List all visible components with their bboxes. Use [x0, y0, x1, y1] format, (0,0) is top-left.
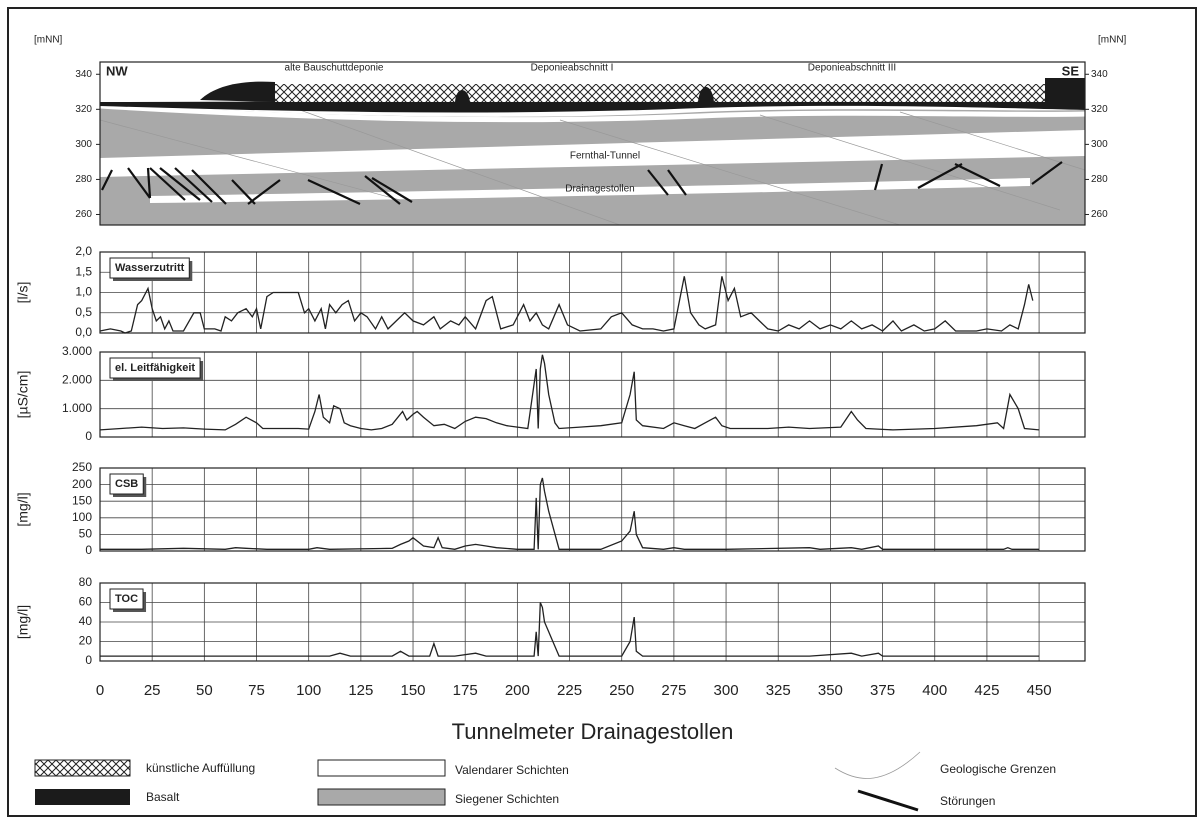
- x-tick-label: 150: [401, 682, 426, 699]
- legend-label: Siegener Schichten: [455, 792, 559, 806]
- x-axis-label: Tunnelmeter Drainagestollen: [452, 719, 734, 744]
- y-tick-label: 280: [75, 174, 92, 185]
- x-tick-label: 25: [144, 682, 161, 699]
- x-tick-label: 0: [96, 682, 104, 699]
- y-tick-label: 0: [85, 543, 92, 557]
- y-tick-label: 320: [75, 104, 92, 115]
- y-tick-label: 1,0: [75, 285, 92, 299]
- y-tick-label: 280: [1091, 174, 1108, 185]
- x-tick-label: 175: [453, 682, 478, 699]
- y-axis-label: [mg/l]: [15, 492, 31, 526]
- y-tick-label: 50: [79, 527, 93, 541]
- y-tick-label: 0,5: [75, 305, 92, 319]
- section-label: Drainagestollen: [565, 184, 635, 195]
- y-tick-label: 2,0: [75, 244, 92, 258]
- y-tick-label: 2.000: [62, 373, 92, 387]
- y-tick-label: 3.000: [62, 344, 92, 358]
- panel-title: CSB: [110, 474, 146, 497]
- section-label: NW: [106, 63, 128, 78]
- legend-label: Geologische Grenzen: [940, 762, 1056, 776]
- x-tick-label: 100: [296, 682, 321, 699]
- y-tick-label: 20: [79, 634, 93, 648]
- y-axis-label: [mg/l]: [15, 605, 31, 639]
- y-tick-label: 340: [1091, 69, 1108, 80]
- x-tick-label: 275: [661, 682, 686, 699]
- y-tick-label: 200: [72, 477, 92, 491]
- legend-label: künstliche Auffüllung: [146, 761, 255, 775]
- panel-title: Wasserzutritt: [110, 258, 192, 281]
- geology-section: [100, 62, 1085, 225]
- x-tick-label: 125: [348, 682, 373, 699]
- x-tick-label: 75: [248, 682, 265, 699]
- plot-area: [100, 468, 1085, 551]
- plot-area: [100, 352, 1085, 437]
- y-axis-label: [l/s]: [15, 282, 31, 304]
- x-tick-label: 200: [505, 682, 530, 699]
- legend-label: Valendarer Schichten: [455, 763, 569, 777]
- y-tick-label: 0,0: [75, 325, 92, 339]
- legend-label: Basalt: [146, 790, 180, 804]
- x-tick-label: 250: [609, 682, 634, 699]
- y-tick-label: 250: [72, 460, 92, 474]
- legend-label: Störungen: [940, 794, 995, 808]
- panel-title-text: el. Leitfähigkeit: [115, 362, 195, 374]
- y-axis-label: [mNN]: [1098, 35, 1127, 46]
- section-label: Deponieabschnitt III: [808, 63, 896, 74]
- section-label: Fernthal-Tunnel: [570, 151, 640, 162]
- y-tick-label: 60: [79, 595, 93, 609]
- panel-title-text: TOC: [115, 593, 138, 605]
- y-tick-label: 80: [79, 575, 93, 589]
- panel-title: TOC: [110, 589, 146, 612]
- y-tick-label: 260: [75, 209, 92, 220]
- x-tick-label: 375: [870, 682, 895, 699]
- panel-title-text: CSB: [115, 478, 138, 490]
- y-axis-label: [µS/cm]: [15, 371, 31, 419]
- y-tick-label: 340: [75, 69, 92, 80]
- x-tick-label: 300: [714, 682, 739, 699]
- section-label: Deponieabschnitt I: [531, 63, 614, 74]
- y-tick-label: 150: [72, 493, 92, 507]
- y-tick-label: 0: [85, 653, 92, 667]
- y-tick-label: 260: [1091, 209, 1108, 220]
- x-tick-label: 225: [557, 682, 582, 699]
- section-label: SE: [1062, 63, 1080, 78]
- y-tick-label: 320: [1091, 104, 1108, 115]
- section-label: alte Bauschuttdeponie: [285, 63, 384, 74]
- x-tick-label: 325: [766, 682, 791, 699]
- y-tick-label: 300: [75, 139, 92, 150]
- y-tick-label: 0: [85, 429, 92, 443]
- panel-title: el. Leitfähigkeit: [110, 358, 203, 381]
- x-tick-label: 350: [818, 682, 843, 699]
- panel-title-text: Wasserzutritt: [115, 262, 185, 274]
- y-tick-label: 300: [1091, 139, 1108, 150]
- x-tick-label: 425: [974, 682, 999, 699]
- y-tick-label: 1.000: [62, 401, 92, 415]
- figure: NW SE alte Bauschuttdeponie Deponieabsch…: [0, 0, 1204, 820]
- y-tick-label: 100: [72, 510, 92, 524]
- x-tick-label: 50: [196, 682, 213, 699]
- x-tick-label: 450: [1027, 682, 1052, 699]
- y-axis-label: [mNN]: [34, 35, 63, 46]
- y-tick-label: 1,5: [75, 264, 92, 278]
- y-tick-label: 40: [79, 614, 93, 628]
- x-tick-label: 400: [922, 682, 947, 699]
